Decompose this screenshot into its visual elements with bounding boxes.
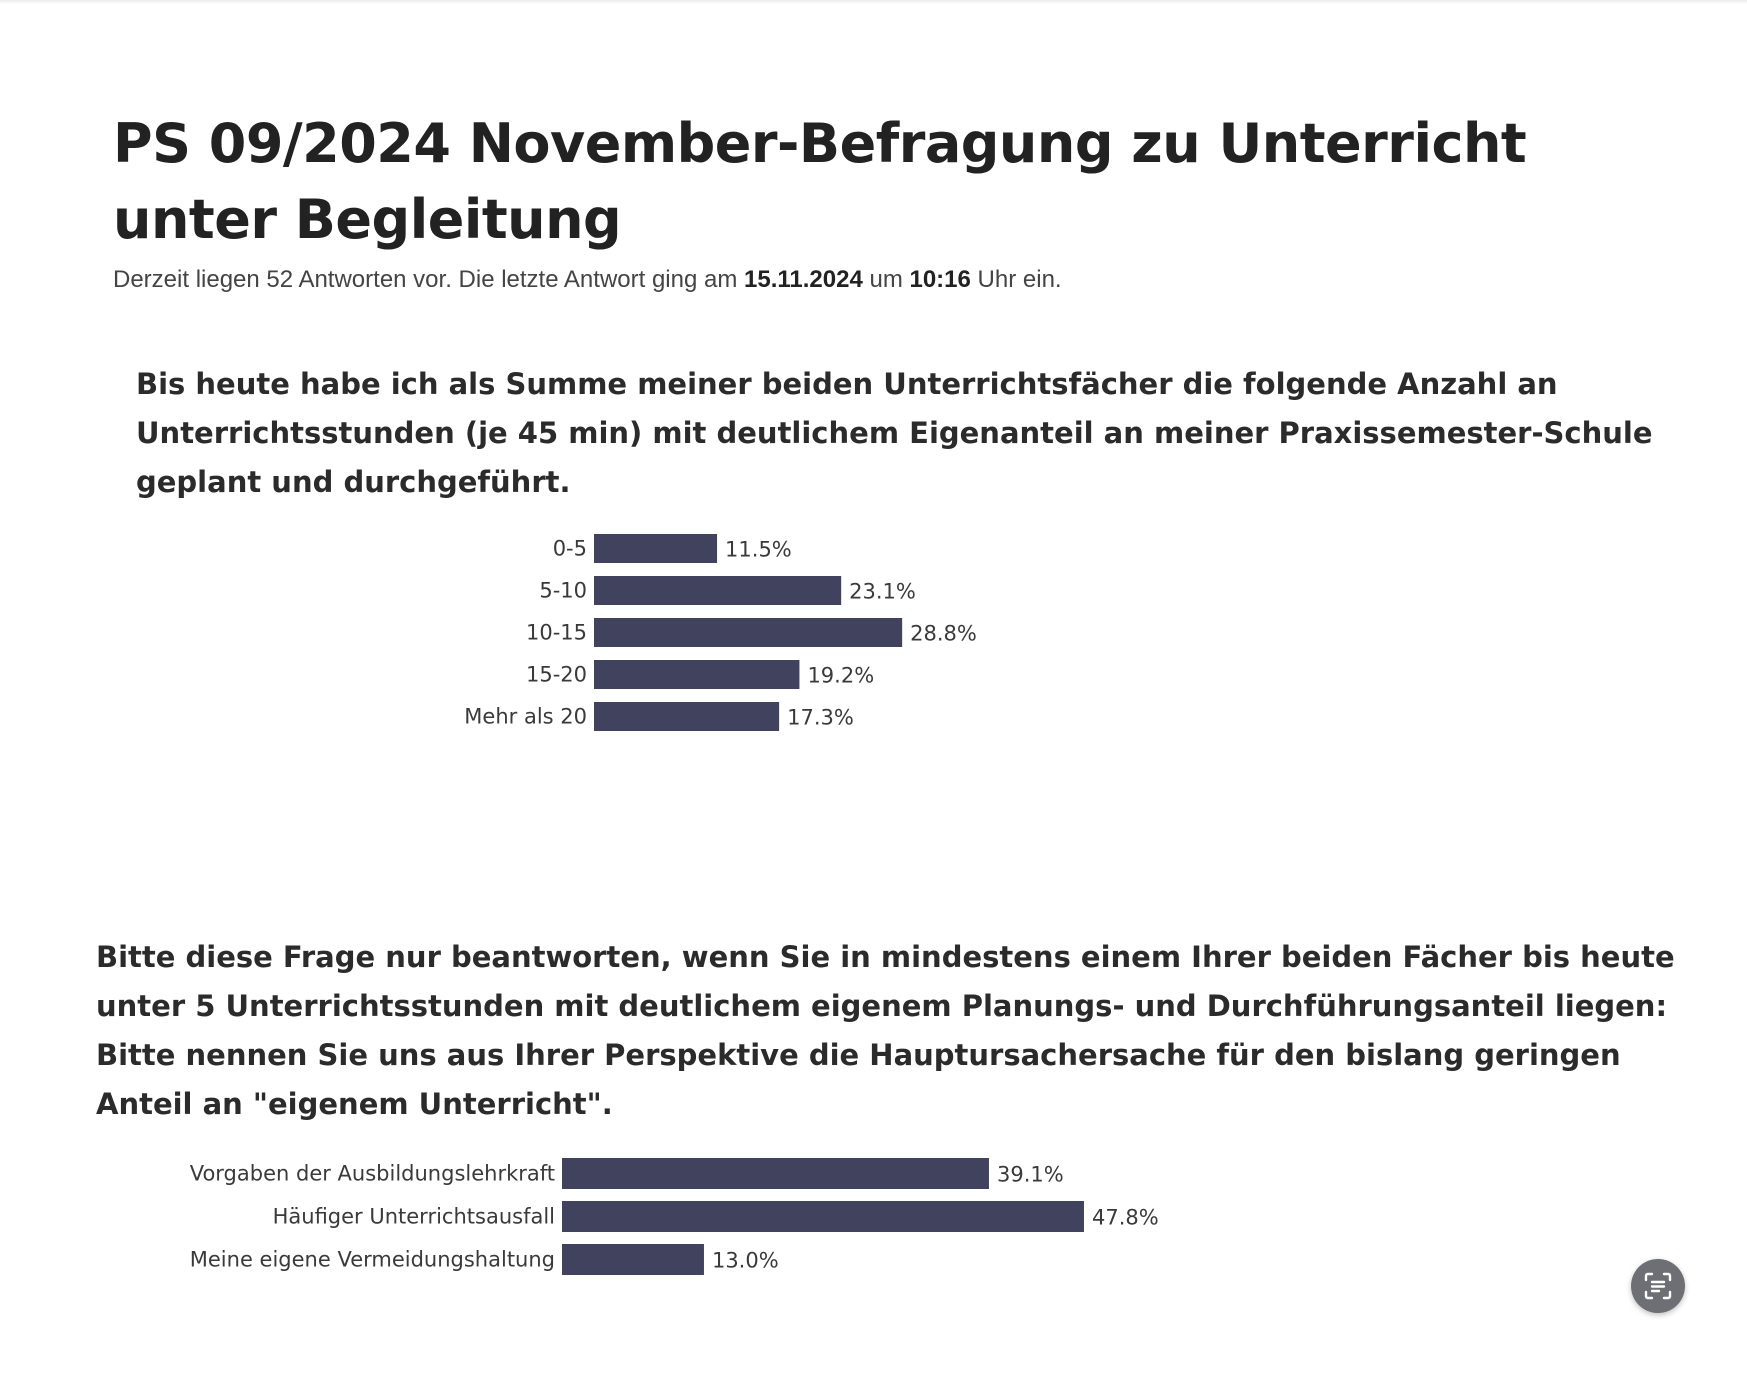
chart1-bar [594,660,800,689]
page-title: PS 09/2024 November-Befragung zu Unterri… [113,112,1527,251]
chart1-value-label: 11.5% [725,538,792,562]
chart-lessons-count: 0-5 11.5% 5-10 23.1% 10-15 28.8% 15-20 19.2% Meh… [464,534,977,731]
chart1-bar [594,702,780,731]
response-summary: Derzeit liegen 52 Antworten vor. Die let… [113,264,1062,296]
scan-text-button[interactable] [1631,1259,1685,1313]
chart2-bar [562,1158,989,1189]
chart2-value-label: 47.8% [1092,1206,1159,1230]
question-1-text: Bis heute habe ich als Summe meiner beid… [136,367,1653,499]
chart2-bar [562,1244,704,1275]
last-response-time: 10:16 [909,266,971,293]
chart2-category-label: Meine eigene Vermeidungshaltung [190,1248,555,1272]
chart1-value-label: 19.2% [807,664,874,688]
chart1-bar [594,534,718,563]
summary-suffix: Uhr ein. [970,266,1062,293]
chart2-bar [562,1201,1084,1232]
top-edge [0,0,1747,4]
chart-main-reasons: Vorgaben der Ausbildungslehrkraft 39.1% Hä… [190,1158,1159,1275]
scan-text-icon [1644,1272,1672,1300]
chart1-category-label: 10-15 [526,621,587,645]
chart2-category-label: Vorgaben der Ausbildungslehrkraft [190,1162,555,1186]
chart1-category-label: 0-5 [553,537,587,561]
question-2-text: Bitte diese Frage nur beantworten, wenn … [96,940,1675,1121]
summary-prefix: Derzeit liegen 52 Antworten vor. Die let… [113,266,744,293]
last-response-date: 15.11.2024 [744,266,863,293]
chart1-value-label: 28.8% [910,622,977,646]
summary-middle: um [862,266,910,293]
chart1-category-label: 5-10 [539,579,587,603]
chart2-value-label: 13.0% [712,1249,779,1273]
chart1-category-label: Mehr als 20 [464,705,587,729]
chart1-value-label: 17.3% [787,706,854,730]
chart1-bar [594,618,903,647]
chart1-category-label: 15-20 [526,663,587,687]
chart2-value-label: 39.1% [997,1163,1064,1187]
chart1-bar [594,576,842,605]
chart2-category-label: Häufiger Unterrichtsausfall [273,1205,555,1229]
chart1-value-label: 23.1% [849,580,916,604]
